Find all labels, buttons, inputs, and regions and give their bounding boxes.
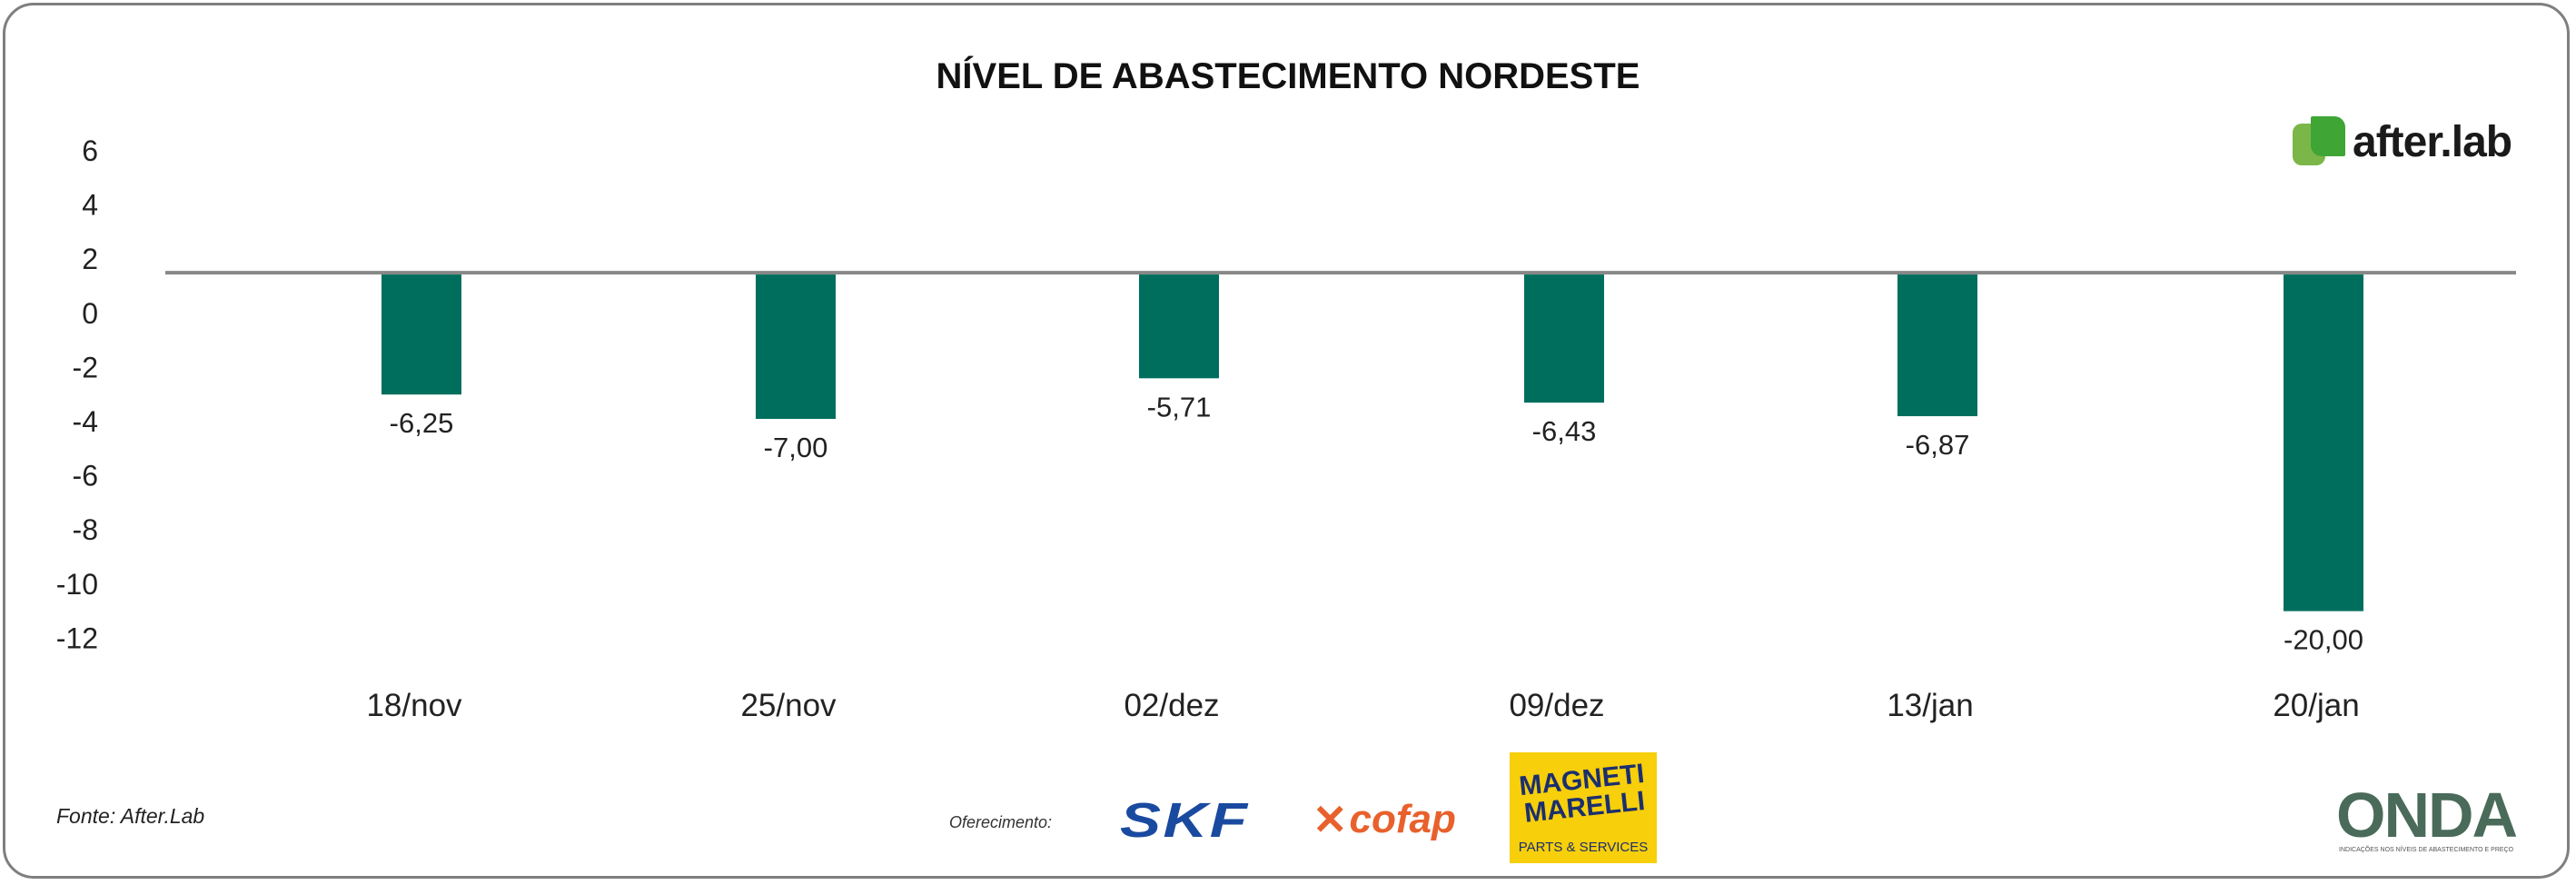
data-label: -6,87 — [1906, 429, 1970, 461]
x-tick-label: 25/nov — [740, 688, 837, 723]
bar-20-jan — [2284, 274, 2363, 612]
source-note: Fonte: After.Lab — [56, 804, 205, 828]
x-axis: 18/nov 25/nov 02/dez 09/dez 13/jan 20/jan — [366, 688, 2359, 723]
cofap-x-icon: ✕ — [1313, 796, 1348, 843]
x-tick-label: 09/dez — [1509, 688, 1604, 723]
bar-02-dez — [1139, 274, 1219, 379]
y-tick-label: 6 — [82, 134, 98, 167]
data-label: -6,43 — [1532, 415, 1597, 447]
data-label: -5,71 — [1147, 391, 1212, 423]
y-axis: 6 4 2 0 -2 -4 -6 -8 -10 -12 — [56, 134, 98, 654]
chart-frame — [3, 3, 2570, 879]
skf-logo: SKF — [1120, 793, 1250, 848]
bar-13-jan — [1897, 274, 1977, 417]
data-label: -6,25 — [390, 407, 454, 439]
bar-18-nov — [381, 274, 461, 395]
chart-title: NÍVEL DE ABASTECIMENTO NORDESTE — [936, 56, 1640, 96]
y-tick-label: -2 — [73, 351, 98, 383]
y-tick-label: 2 — [82, 243, 98, 275]
y-tick-label: 4 — [82, 189, 98, 222]
onda-logo-text: ONDA — [2336, 780, 2518, 850]
y-tick-label: -4 — [73, 405, 98, 438]
x-tick-label: 18/nov — [366, 688, 462, 723]
bars: -6,25 -7,00 -5,71 -6,43 -6,87 -20,00 — [381, 274, 2363, 656]
x-tick-label: 13/jan — [1887, 688, 1973, 723]
x-tick-label: 20/jan — [2273, 688, 2359, 723]
magneti-marelli-sub: PARTS & SERVICES — [1518, 840, 1649, 855]
data-label: -7,00 — [764, 432, 828, 463]
cofap-logo-text: cofap — [1349, 797, 1456, 841]
afterlab-logo: after.lab — [2293, 114, 2512, 169]
y-tick-label: -6 — [73, 460, 98, 492]
onda-logo: ONDA INDICAÇÕES NOS NÍVEIS DE ABASTECIME… — [2336, 780, 2518, 853]
y-tick-label: -12 — [56, 621, 98, 654]
magneti-marelli-name: MAGNETI MARELLI — [1517, 758, 1647, 829]
y-tick-label: 0 — [82, 297, 98, 330]
magneti-marelli-logo: MAGNETI MARELLI PARTS & SERVICES — [1510, 752, 1657, 863]
afterlab-mark-icon — [2293, 116, 2347, 167]
x-tick-label: 02/dez — [1124, 688, 1219, 723]
cofap-logo: ✕ cofap — [1313, 795, 1456, 844]
y-tick-label: -10 — [56, 568, 98, 601]
bar-25-nov — [756, 274, 836, 420]
sponsor-label: Oferecimento: — [949, 813, 1053, 831]
afterlab-logo-text: after.lab — [2353, 117, 2512, 166]
y-tick-label: -8 — [73, 513, 98, 546]
bar-09-dez — [1524, 274, 1604, 403]
data-label: -20,00 — [2284, 624, 2363, 656]
onda-logo-subtitle: INDICAÇÕES NOS NÍVEIS DE ABASTECIMENTO E… — [2339, 847, 2514, 853]
